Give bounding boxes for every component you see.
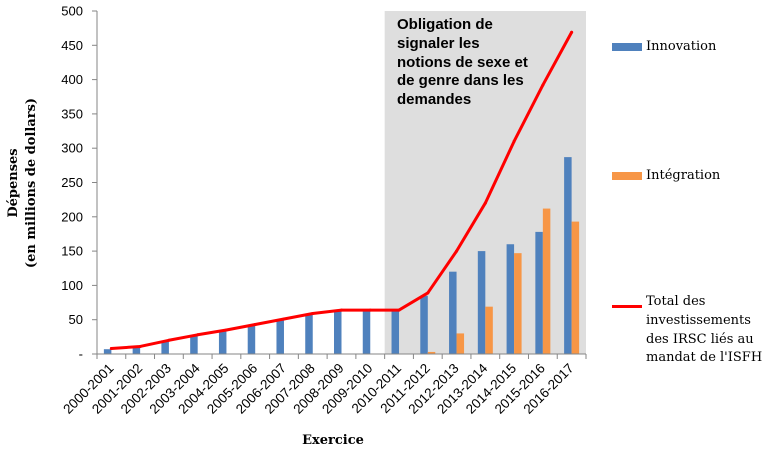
bar-innovation-2003-2004 bbox=[190, 336, 198, 354]
y-tick-label: 150 bbox=[61, 244, 83, 259]
point-total-2007-2008 bbox=[311, 312, 315, 316]
y-tick-label: 200 bbox=[61, 209, 83, 224]
bar-innovation-2000-2001 bbox=[103, 349, 112, 354]
bar-integration-2012-2013 bbox=[456, 333, 465, 354]
point-total-2005-2006 bbox=[253, 323, 257, 326]
y-tick-label: 450 bbox=[61, 38, 83, 53]
bar-innovation-2007-2008 bbox=[305, 314, 313, 354]
legend-item-innovation: Innovation bbox=[612, 38, 762, 57]
bar-innovation-2006-2007 bbox=[276, 319, 284, 354]
point-total-2008-2009 bbox=[340, 308, 343, 312]
point-total-2010-2011 bbox=[397, 308, 401, 312]
bar-innovation-2011-2012 bbox=[420, 295, 428, 354]
point-total-2012-2013 bbox=[455, 249, 459, 253]
point-total-2004-2005 bbox=[224, 328, 228, 332]
point-total-2000-2001 bbox=[109, 347, 113, 351]
bar-innovation-2016-2017 bbox=[564, 157, 572, 354]
y-axis-title: Dépenses (en millions de dollars) bbox=[6, 97, 39, 269]
bar-integration-2015-2016 bbox=[542, 208, 551, 354]
x-axis-title: Exercice bbox=[302, 433, 364, 448]
legend-label-innovation: Innovation bbox=[646, 39, 717, 54]
y-tick-label: 300 bbox=[61, 141, 83, 156]
bars-layer bbox=[103, 157, 580, 354]
bar-innovation-2005-2006 bbox=[247, 325, 256, 354]
y-ticks-layer: - 50 100 150 200 250 300 350 400 450 500 bbox=[61, 4, 97, 362]
y-tick-label: 250 bbox=[61, 175, 83, 190]
point-total-2013-2014 bbox=[483, 201, 487, 205]
bar-innovation-2001-2002 bbox=[132, 347, 141, 354]
bar-innovation-2012-2013 bbox=[449, 271, 457, 354]
line-layer bbox=[109, 30, 574, 351]
legend-swatch-total bbox=[612, 305, 642, 308]
legend-label-integration: Intégration bbox=[646, 168, 721, 183]
y-tick-label: 350 bbox=[61, 106, 83, 121]
legend-item-integration: Intégration bbox=[612, 167, 762, 186]
legend-item-total: Total des investissements des IRSC liés … bbox=[612, 293, 762, 369]
y-tick-label: 50 bbox=[69, 312, 83, 327]
bar-innovation-2009-2010 bbox=[362, 311, 371, 354]
point-total-2001-2002 bbox=[138, 344, 142, 348]
bar-integration-2011-2012 bbox=[427, 351, 436, 354]
bar-innovation-2008-2009 bbox=[334, 311, 342, 354]
point-total-2006-2007 bbox=[282, 317, 286, 321]
point-total-2011-2012 bbox=[426, 291, 430, 295]
bar-innovation-2002-2003 bbox=[161, 341, 169, 354]
point-total-2015-2016 bbox=[541, 83, 545, 87]
point-total-2003-2004 bbox=[196, 333, 200, 337]
bar-integration-2014-2015 bbox=[514, 253, 522, 354]
bar-innovation-2004-2005 bbox=[218, 331, 227, 354]
shaded-region-annotation: Obligation de signaler les notions de se… bbox=[397, 16, 528, 109]
point-total-2009-2010 bbox=[368, 308, 372, 312]
legend-swatch-integration bbox=[612, 172, 642, 180]
bar-integration-2016-2017 bbox=[571, 221, 580, 354]
bar-innovation-2015-2016 bbox=[535, 231, 543, 354]
bar-innovation-2013-2014 bbox=[477, 251, 486, 354]
y-tick-label: - bbox=[79, 347, 83, 362]
y-tick-label: 400 bbox=[61, 72, 83, 87]
bar-innovation-2010-2011 bbox=[391, 311, 400, 354]
point-total-2014-2015 bbox=[512, 139, 516, 143]
bar-integration-2013-2014 bbox=[485, 306, 493, 354]
legend-label-total: Total des investissements des IRSC liés … bbox=[646, 294, 763, 366]
legend-swatch-innovation bbox=[612, 43, 642, 51]
y-tick-label: 500 bbox=[61, 4, 83, 19]
y-tick-label: 100 bbox=[61, 278, 83, 293]
point-total-2016-2017 bbox=[570, 30, 574, 34]
legend: Innovation Intégration Total des investi… bbox=[612, 0, 762, 455]
x-ticks-layer: 2000-20012001-20022002-20032003-20042004… bbox=[60, 354, 587, 417]
point-total-2002-2003 bbox=[167, 338, 171, 342]
bar-innovation-2014-2015 bbox=[506, 244, 515, 354]
